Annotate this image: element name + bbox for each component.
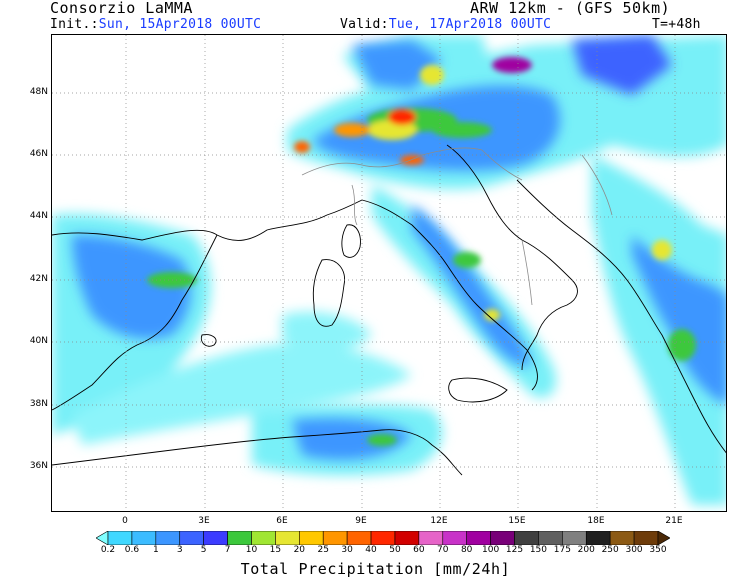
lon-label: 3E [198,516,210,526]
legend-swatch [203,531,228,545]
legend-value: 3 [176,545,183,555]
legend-swatch [585,531,611,545]
lon-label: 0 [122,516,128,526]
legend-value: 10 [245,545,258,555]
legend-value: 350 [649,545,667,555]
legend-value: 1 [152,545,159,555]
lon-label: 21E [665,516,683,526]
legend-swatch [633,531,659,545]
lon-label: 18E [587,516,605,526]
lat-label: 44N [29,211,48,221]
legend-swatch [657,531,670,545]
legend-value: 300 [625,545,643,555]
legend-swatch [442,531,467,545]
lat-lon-grid [52,35,726,511]
legend-value: 100 [482,545,500,555]
legend-value: 25 [317,545,329,555]
legend-value: 0.2 [100,545,116,555]
legend-swatch [490,531,515,545]
legend-value: 0.6 [124,545,140,555]
lat-label: 38N [29,399,48,409]
precip-color-legend [96,531,670,545]
legend-value: 175 [553,545,571,555]
legend-swatch [514,531,539,545]
valid-value: Tue, 17Apr2018 00UTC [388,17,552,32]
legend-swatch [155,531,181,545]
model-title: ARW 12km - (GFS 50km) [470,0,671,17]
legend-title: Total Precipitation [mm/24h] [240,560,511,578]
legend-value: 80 [460,545,473,555]
coastlines [52,144,726,476]
legend-value: 60 [413,545,425,555]
legend-swatch [179,531,204,545]
legend-value: 125 [505,545,524,555]
legend-swatch [466,531,491,545]
forecast-timestep: T=+48h [652,17,701,32]
lon-label: 15E [508,516,526,526]
lat-label: 36N [29,461,48,471]
legend-value: 40 [365,545,377,555]
legend-swatch [609,531,635,545]
legend-value: 7 [224,545,231,555]
precipitation-map[interactable] [51,34,727,512]
legend-swatch [562,531,587,545]
legend-swatch [322,531,348,545]
lon-label: 6E [276,516,288,526]
legend-swatch [96,531,109,545]
legend-value: 30 [341,545,353,555]
legend-value: 20 [293,545,306,555]
legend-value: 50 [389,545,401,555]
legend-swatch [131,531,157,545]
legend-swatch [299,531,324,545]
map-canvas [52,35,726,511]
legend-swatch [370,531,396,545]
lon-label: 12E [430,516,448,526]
lat-label: 48N [29,87,48,97]
legend-value: 250 [601,545,619,555]
legend-swatch [418,531,444,545]
legend-swatch [227,531,252,545]
valid-label: Valid: [340,17,389,32]
legend-swatch [538,531,563,545]
legend-swatch [275,531,300,545]
lon-label: 9E [355,516,367,526]
lat-label: 46N [29,149,48,159]
init-value: Sun, 15Apr2018 00UTC [98,17,262,32]
init-label: Init.: [50,17,99,32]
legend-swatch [251,531,276,545]
valid-time: Valid:Tue, 17Apr2018 00UTC [340,18,551,32]
legend-value: 5 [200,545,207,555]
init-time: Init.:Sun, 15Apr2018 00UTC [50,18,261,32]
producer-title: Consorzio LaMMA [50,0,193,17]
legend-swatch [346,531,372,545]
legend-value: 70 [437,545,449,555]
lat-label: 42N [29,274,48,284]
country-borders [301,147,613,306]
legend-value: 15 [269,545,282,555]
legend-swatch [394,531,420,545]
legend-swatch [107,531,133,545]
legend-value: 150 [529,545,548,555]
lat-label: 40N [29,336,48,346]
precip-field-medium [72,35,726,460]
legend-value: 200 [577,545,595,555]
